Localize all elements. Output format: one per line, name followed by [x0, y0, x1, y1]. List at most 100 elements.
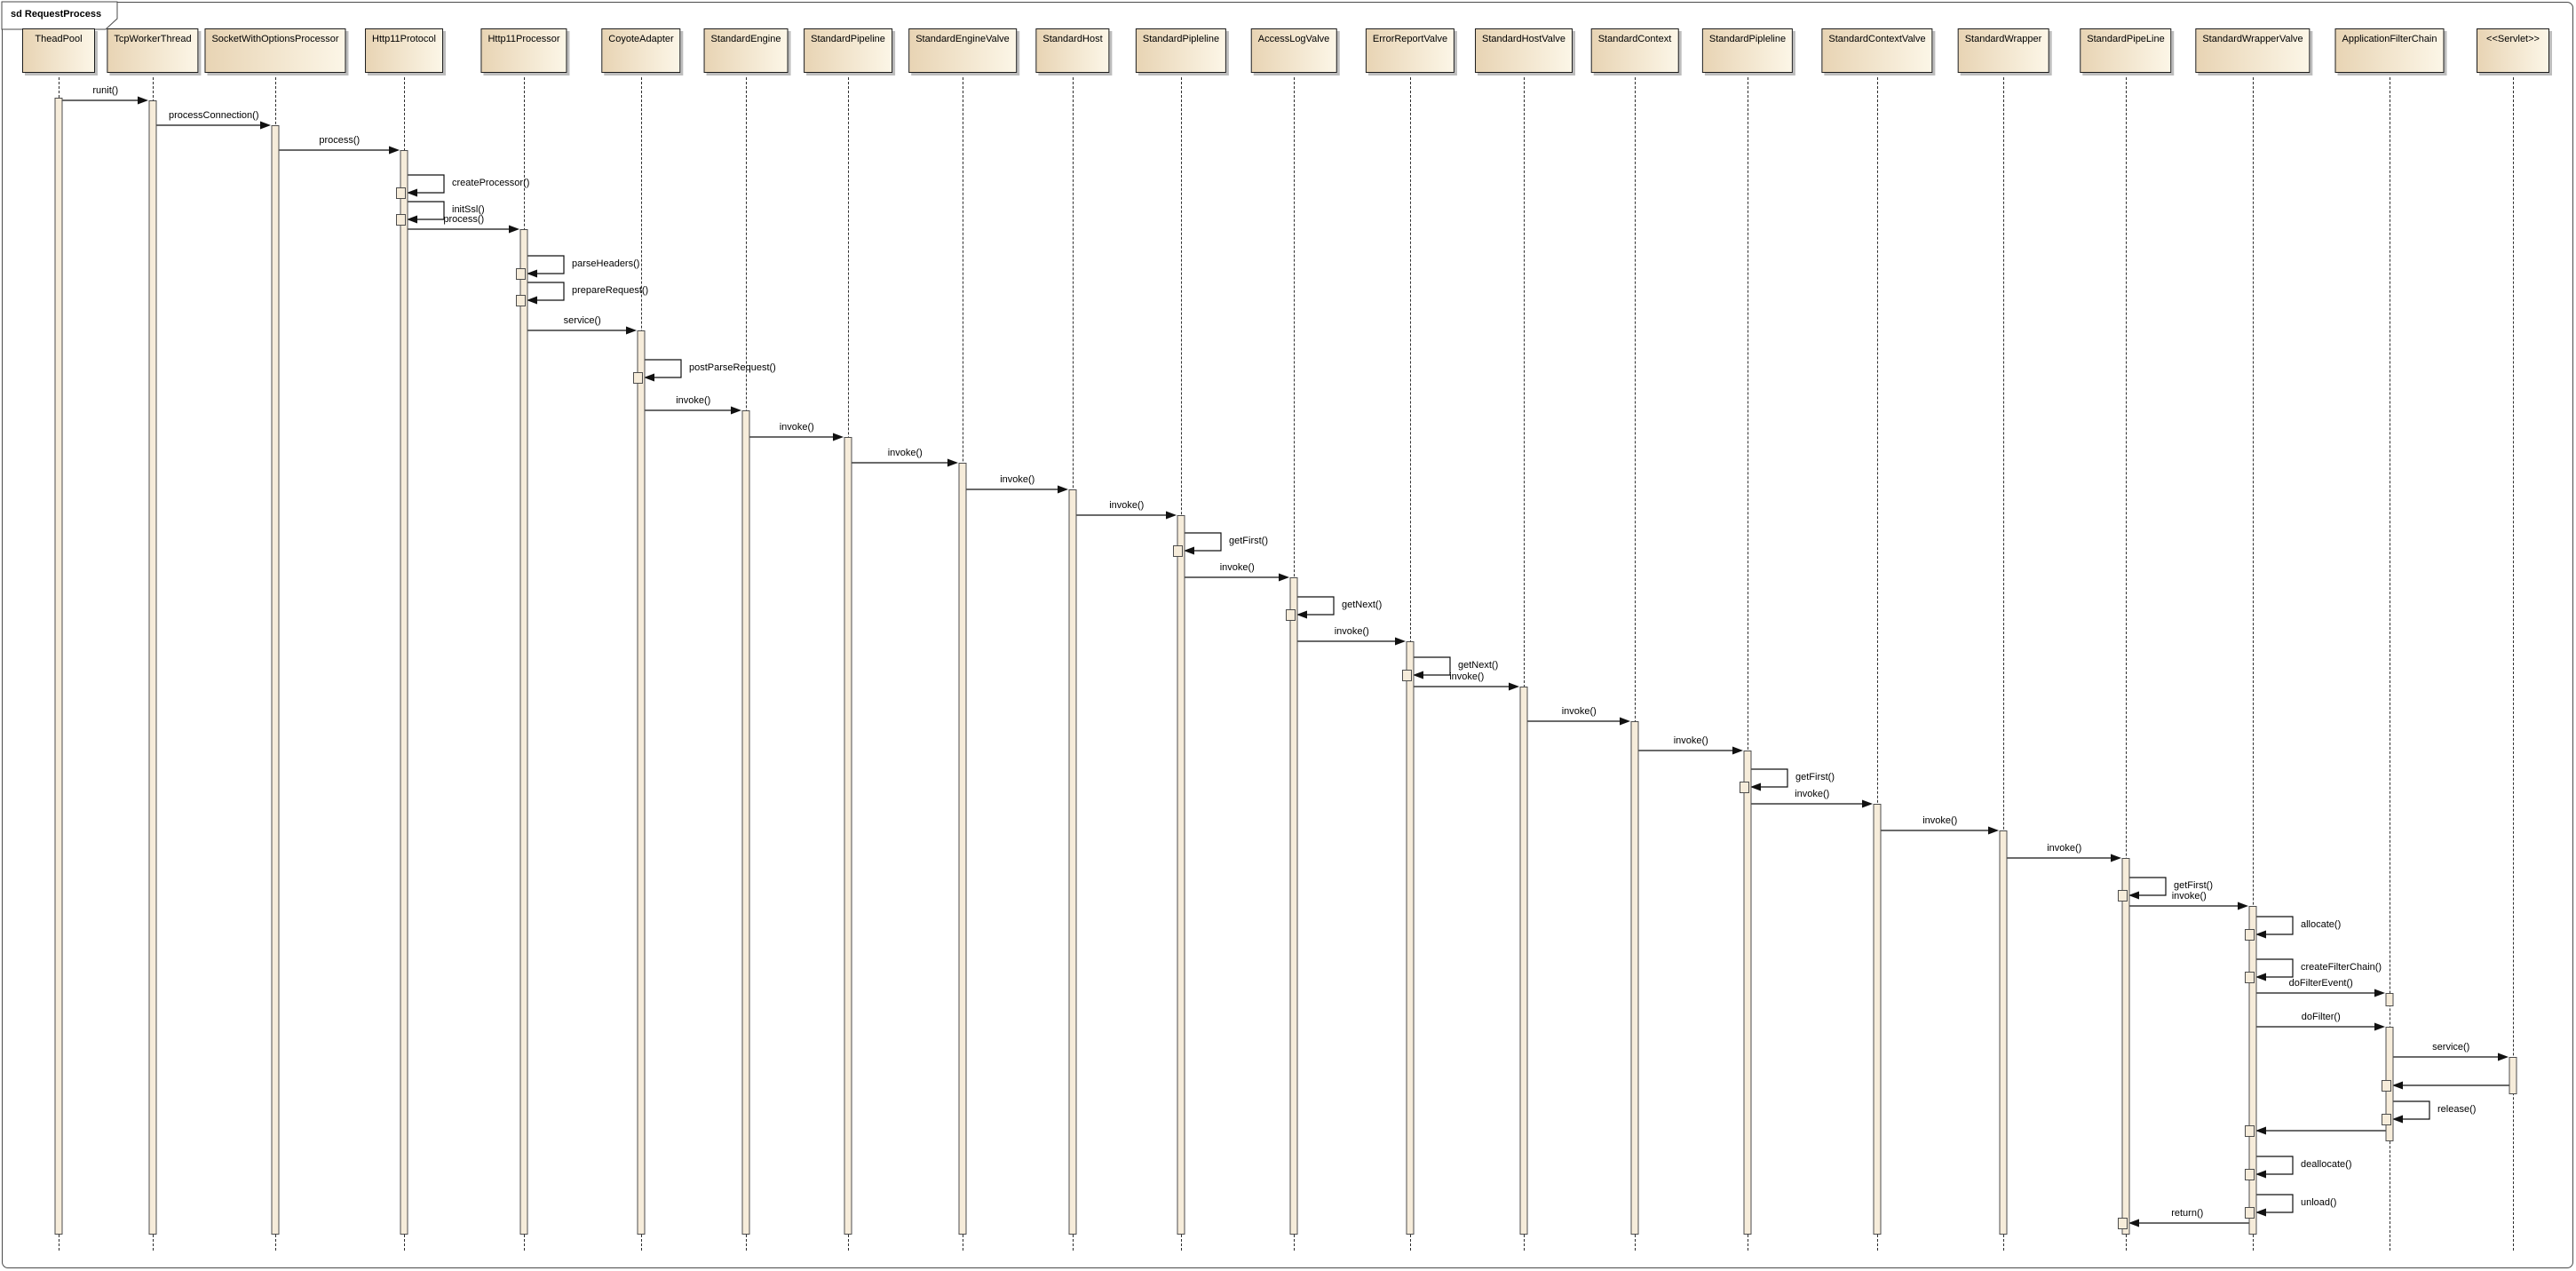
self-call-arrowhead [407, 215, 417, 224]
nested-activation [2245, 929, 2255, 941]
call-arrowhead [626, 326, 637, 335]
message-label: process() [319, 135, 361, 146]
message-label: invoke() [1673, 735, 1708, 746]
lifeline-StandardWrapper: StandardWrapper [1957, 28, 2049, 73]
lifeline-StandardEngine: StandardEngine [703, 28, 789, 73]
self-call-line [527, 255, 565, 274]
message-label: invoke() [779, 422, 814, 433]
call-arrowhead [389, 146, 400, 155]
lifeline-name: StandardEngineValve [915, 34, 1010, 44]
self-call-arrowhead [1296, 610, 1307, 619]
frame-label: sd RequestProcess [11, 9, 102, 20]
lifeline-Servlet: <<Servlet>> [2477, 28, 2549, 73]
nested-activation [1740, 782, 1749, 793]
activation-bar [1743, 751, 1752, 1235]
message-label: invoke() [1795, 789, 1830, 799]
lifeline-name: Http11Processor [487, 34, 560, 44]
self-call-line [2129, 877, 2167, 896]
lifeline-dashline [2513, 73, 2514, 1251]
activation-bar [741, 410, 750, 1235]
nested-activation [1173, 545, 1183, 557]
message-label: invoke() [887, 448, 923, 458]
call-arrowhead [1509, 682, 1519, 691]
lifeline-name: TheadPool [35, 34, 83, 44]
lifeline-name: StandardContext [1597, 34, 1672, 44]
lifeline-CoyoteAdapter: CoyoteAdapter [601, 28, 681, 73]
lifeline-StandardPipleline: StandardPipleline [1135, 28, 1227, 73]
nested-activation [2382, 1080, 2391, 1092]
lifeline-name: AccessLogValve [1257, 34, 1330, 44]
call-arrowhead [2111, 854, 2121, 862]
nested-activation [2245, 1169, 2255, 1180]
call-arrowhead [1058, 485, 1068, 494]
call-arrowhead [1862, 799, 1873, 808]
lifeline-StandardHost: StandardHost [1035, 28, 1110, 73]
message-label: getFirst() [1229, 536, 1268, 546]
self-call-arrowhead [2128, 891, 2139, 900]
nested-activation [516, 268, 526, 280]
self-call-line [2256, 1156, 2294, 1175]
lifeline-AccessLogValve: AccessLogValve [1250, 28, 1337, 73]
lifeline-name: TcpWorkerThread [114, 34, 192, 44]
message-label: release() [2437, 1104, 2477, 1115]
self-call-arrowhead [2255, 1170, 2266, 1179]
call-arrowhead [2238, 902, 2248, 910]
lifeline-name: Http11Protocol [372, 34, 436, 44]
message-label: invoke() [1109, 500, 1145, 511]
self-call-arrowhead [1184, 546, 1194, 555]
message-label: initSsl() [452, 204, 485, 215]
lifeline-name: StandardPipeLine [2087, 34, 2165, 44]
activation-bar [1177, 515, 1185, 1235]
message-label: invoke() [1922, 815, 1958, 826]
message-label: processConnection() [169, 110, 259, 121]
lifeline-name: StandardHostValve [1482, 34, 1565, 44]
nested-activation [396, 187, 406, 199]
self-call-line [2256, 1194, 2294, 1213]
activation-bar [1630, 721, 1639, 1235]
lifeline-name: ErrorReportValve [1372, 34, 1448, 44]
call-arrowhead [260, 121, 271, 130]
nested-activation [2118, 1218, 2128, 1229]
lifeline-TheadPool: TheadPool [22, 28, 95, 73]
self-call-line [645, 359, 682, 378]
self-call-arrowhead [2255, 930, 2266, 939]
message-label: createFilterChain() [2301, 962, 2382, 973]
message-label: service() [563, 315, 601, 326]
message-label: deallocate() [2301, 1159, 2352, 1170]
self-call-line [408, 201, 445, 220]
lifeline-Http11Processor: Http11Processor [480, 28, 567, 73]
call-arrowhead [1395, 637, 1406, 646]
nested-activation [633, 372, 643, 384]
message-label: postParseRequest() [689, 362, 776, 373]
self-call-arrowhead [2392, 1115, 2403, 1124]
nested-activation [2118, 890, 2128, 902]
call-arrowhead [731, 406, 741, 415]
activation-bar [844, 437, 852, 1235]
activation-bar [2121, 858, 2130, 1235]
message-label: doFilterEvent() [2288, 978, 2353, 989]
self-call-arrowhead [2255, 973, 2266, 981]
activation-bar [958, 463, 967, 1235]
message-label: getNext() [1458, 660, 1499, 671]
lifeline-StandardHostValve: StandardHostValve [1475, 28, 1573, 73]
lifeline-dashline [2253, 73, 2254, 1251]
message-label: parseHeaders() [572, 258, 640, 269]
activation-bar [400, 150, 408, 1235]
activation-bar [148, 100, 157, 1235]
return-arrowhead [2392, 1081, 2403, 1090]
lifeline-name: StandardHost [1042, 34, 1103, 44]
lifeline-name: StandardPipleline [1708, 34, 1787, 44]
message-label: process() [443, 214, 485, 225]
self-call-line [1185, 532, 1222, 552]
message-label: invoke() [1449, 671, 1485, 682]
activation-bar [637, 330, 646, 1235]
message-label: unload() [2301, 1197, 2337, 1208]
lifeline-name: StandardContextValve [1828, 34, 1926, 44]
self-call-line [1751, 768, 1788, 788]
call-arrowhead [947, 458, 958, 467]
call-arrowhead [138, 96, 148, 105]
message-label: return() [2171, 1208, 2204, 1219]
message-label: invoke() [2047, 843, 2082, 854]
activation-bar [1068, 489, 1077, 1235]
